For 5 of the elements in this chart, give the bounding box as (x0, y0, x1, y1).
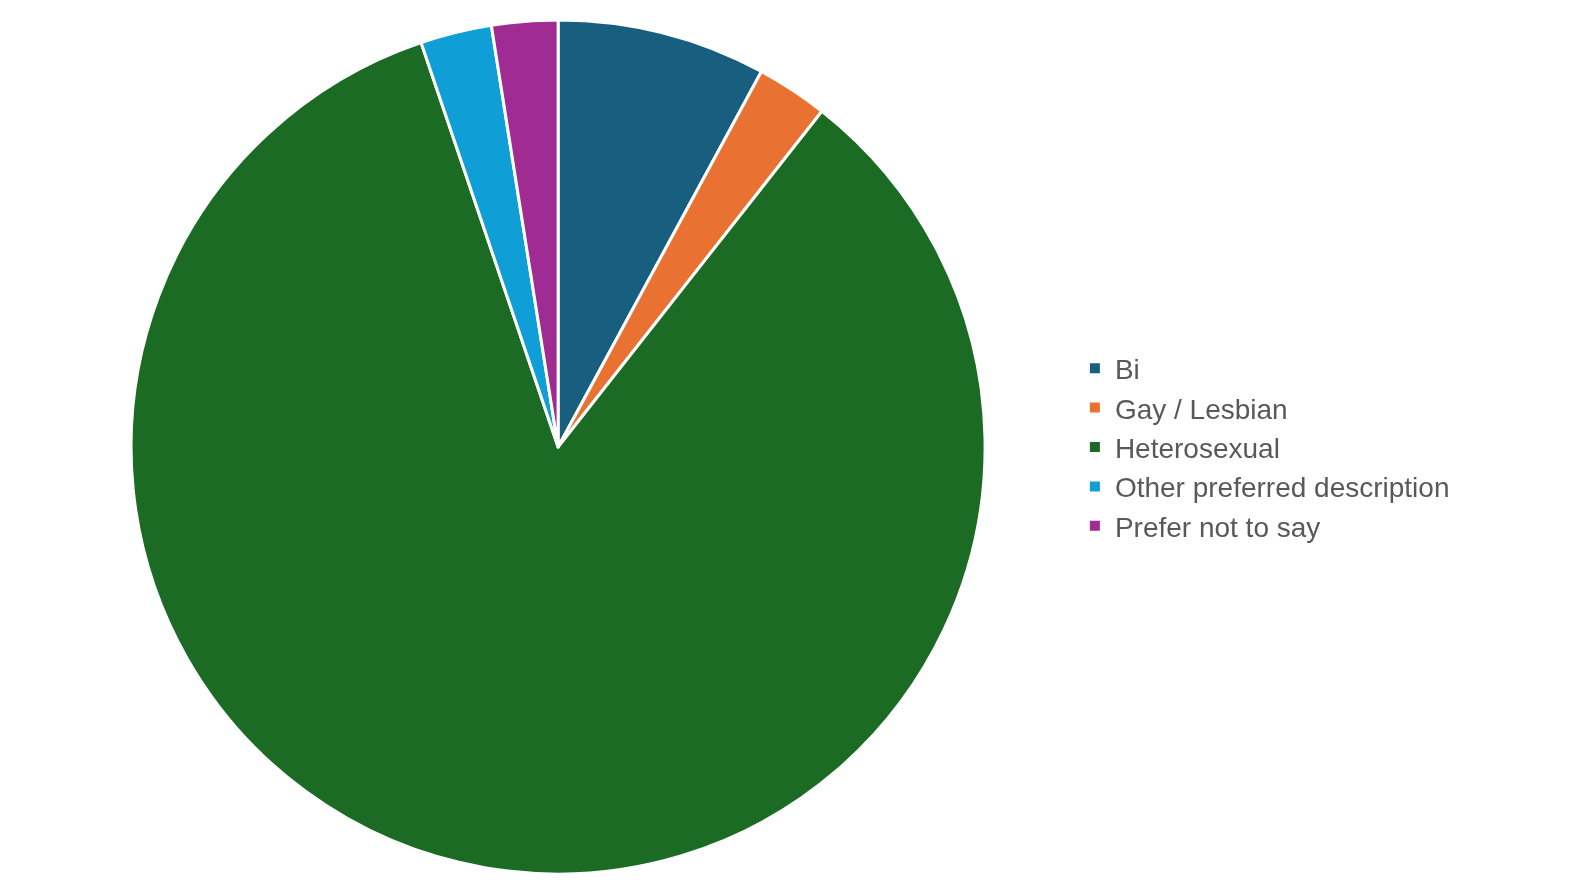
legend-label: Gay / Lesbian (1114, 393, 1288, 425)
legend-label: Other preferred description (1114, 472, 1450, 504)
legend-label: Heterosexual (1114, 432, 1280, 464)
legend-label: Bi (1114, 354, 1140, 386)
legend-label: Prefer not to say (1114, 511, 1321, 543)
